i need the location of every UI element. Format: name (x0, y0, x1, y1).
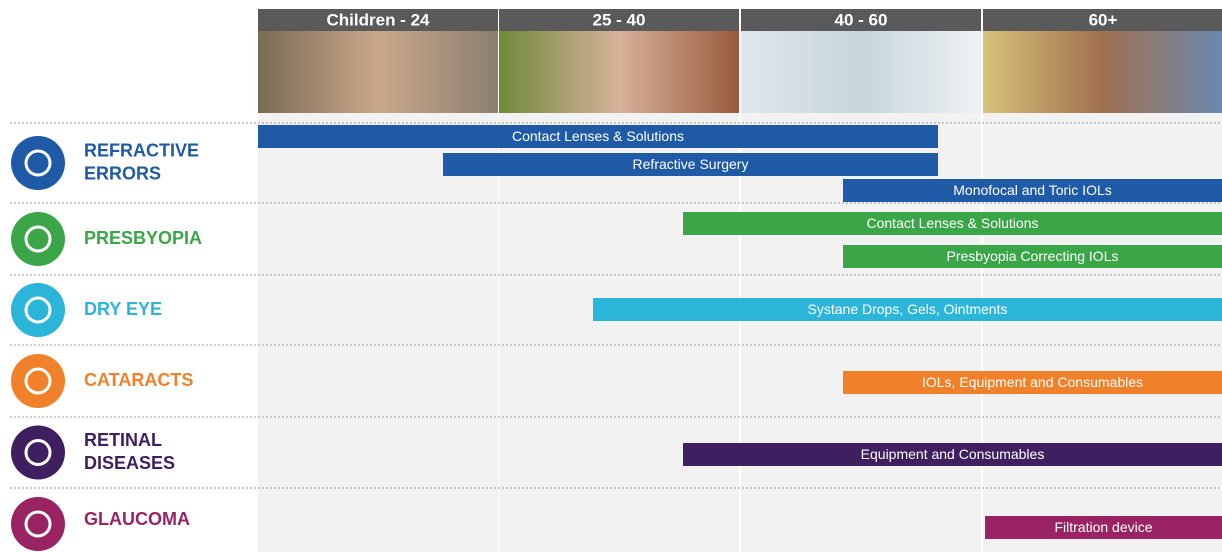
condition-icon (11, 283, 65, 337)
condition-icon (11, 426, 65, 480)
age-photo (983, 31, 1222, 113)
age-photo (499, 31, 739, 113)
age-label: 25 - 40 (593, 10, 646, 29)
age-label: Children - 24 (327, 10, 431, 29)
product-label: Filtration device (1054, 519, 1152, 535)
condition-name: REFRACTIVE (84, 140, 199, 160)
condition-icon (11, 497, 65, 551)
column-bg (983, 113, 1222, 552)
age-photo (258, 31, 498, 113)
age-label: 60+ (1089, 10, 1118, 29)
product-label: Contact Lenses & Solutions (867, 215, 1039, 231)
product-label: Monofocal and Toric IOLs (953, 182, 1112, 198)
column-bg (741, 113, 981, 552)
product-label: Presbyopia Correcting IOLs (947, 248, 1119, 264)
page: Children - 24 25 - 40 40 - 60 60+ REFRACTIVE… (0, 0, 1222, 552)
condition-name: RETINAL (84, 430, 162, 450)
condition-name: DRY EYE (84, 299, 162, 319)
condition-name: PRESBYOPIA (84, 228, 202, 248)
column-bg (499, 113, 739, 552)
age-label: 40 - 60 (835, 10, 888, 29)
condition-icon (11, 212, 65, 266)
product-label: Contact Lenses & Solutions (512, 128, 684, 144)
condition-name: CATARACTS (84, 370, 193, 390)
diagram: Children - 24 25 - 40 40 - 60 60+ REFRACTIVE… (0, 0, 1222, 552)
condition-name: GLAUCOMA (84, 509, 190, 529)
age-photo (741, 31, 981, 113)
condition-icon (11, 354, 65, 408)
product-label: IOLs, Equipment and Consumables (922, 374, 1143, 390)
product-label: Equipment and Consumables (861, 446, 1045, 462)
condition-name: DISEASES (84, 453, 175, 473)
product-label: Systane Drops, Gels, Ointments (808, 301, 1008, 317)
column-bg (258, 113, 498, 552)
condition-icon (11, 136, 65, 190)
product-label: Refractive Surgery (633, 156, 749, 172)
condition-name: ERRORS (84, 163, 161, 183)
